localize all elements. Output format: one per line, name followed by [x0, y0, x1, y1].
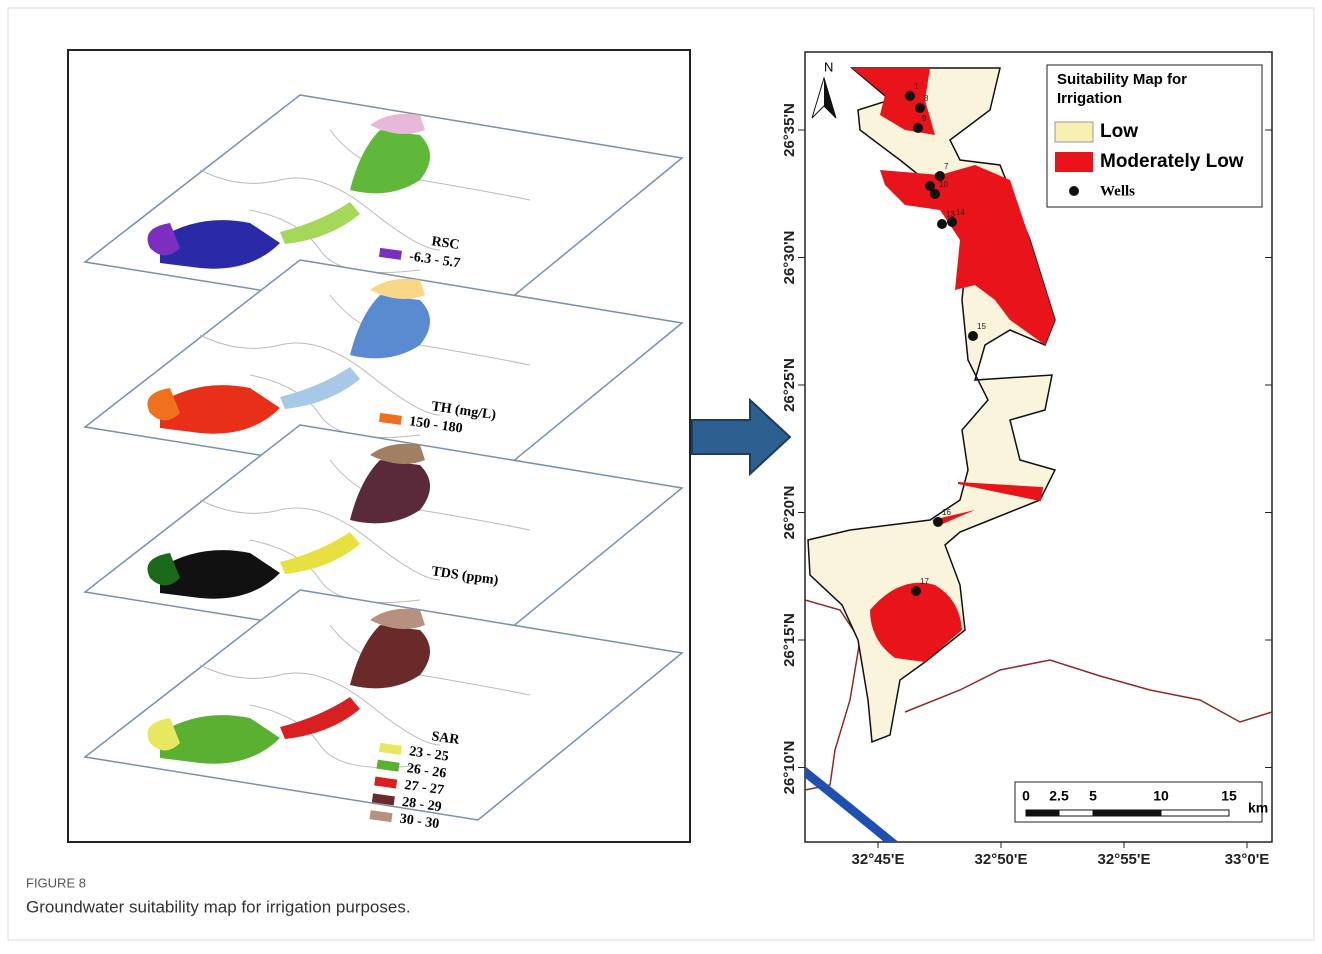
well	[911, 586, 921, 596]
x-label: 32°50'E	[975, 851, 1028, 868]
y-label: 26°15'N	[781, 613, 798, 667]
figure: RSC-6.3 - 5.7TH (mg/L)150 - 180TDS (ppm)…	[0, 0, 1322, 949]
x-label: 32°45'E	[852, 851, 905, 868]
scale-label: 5	[1089, 788, 1097, 804]
well	[905, 91, 915, 101]
legend-swatch	[1069, 186, 1079, 196]
scale-label: 0	[1022, 788, 1030, 804]
well-label: 14	[956, 208, 965, 217]
scale-unit: km	[1248, 800, 1268, 816]
legend-item: Wells	[1100, 183, 1135, 199]
well-label: 9	[922, 114, 927, 123]
well	[933, 517, 943, 527]
scale-seg	[1093, 810, 1161, 816]
well-label: 16	[942, 508, 951, 517]
scale-label: 10	[1153, 788, 1169, 804]
well	[947, 217, 957, 227]
y-label: 26°10'N	[781, 741, 798, 795]
x-label: 32°55'E	[1098, 851, 1151, 868]
well	[913, 123, 923, 133]
well	[968, 331, 978, 341]
y-label: 26°20'N	[781, 486, 798, 540]
legend-item: Low	[1100, 121, 1138, 142]
well	[930, 189, 940, 199]
figure-label: FIGURE 8	[26, 875, 86, 890]
well-label: 1	[914, 82, 919, 91]
well-label: 8	[924, 94, 929, 103]
well-label: 15	[977, 322, 986, 331]
well-label: 17	[920, 577, 929, 586]
north: N	[824, 59, 833, 74]
x-label: 33°0'E	[1225, 851, 1270, 868]
y-label: 26°35'N	[781, 103, 798, 157]
well	[915, 103, 925, 113]
scale-seg	[1059, 810, 1093, 816]
scale-seg	[1161, 810, 1229, 816]
caption: Groundwater suitability map for irrigati…	[26, 897, 411, 916]
y-label: 26°25'N	[781, 358, 798, 412]
scale-seg	[1026, 810, 1059, 816]
scale-label: 15	[1221, 788, 1237, 804]
legend-item: Moderately Low	[1100, 151, 1244, 172]
y-label: 26°30'N	[781, 231, 798, 285]
well-label: 7	[944, 162, 949, 171]
well	[937, 219, 947, 229]
legend-swatch	[1055, 152, 1093, 172]
scale-label: 2.5	[1049, 788, 1069, 804]
legend-swatch	[1055, 122, 1093, 142]
well-label: 10	[939, 180, 948, 189]
